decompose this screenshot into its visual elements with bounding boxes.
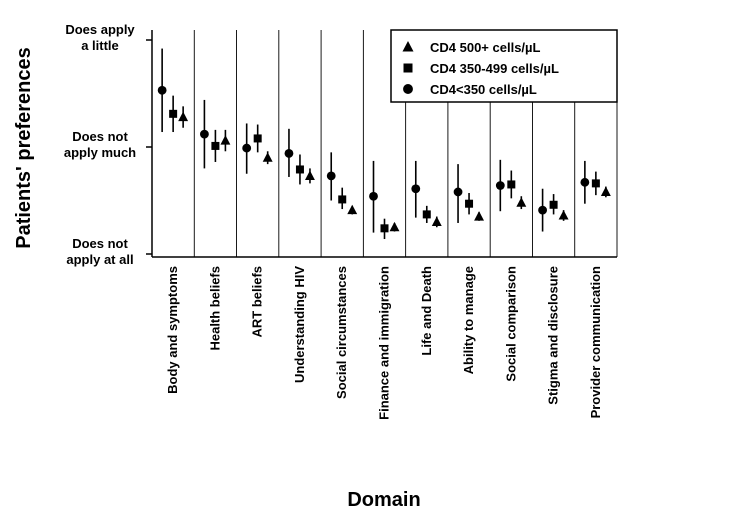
legend-box (390, 29, 618, 103)
x-axis-title: Domain (347, 489, 420, 511)
y-tick-label-line: Does not (72, 129, 128, 144)
y-tick-label-line: a little (81, 38, 119, 53)
x-tick-label: Ability to manage (461, 266, 476, 374)
data-point-square (591, 179, 600, 188)
data-point-square (549, 200, 558, 209)
data-point-circle (411, 184, 421, 194)
data-point-circle (495, 181, 505, 190)
data-point-circle (453, 187, 463, 197)
data-point-triangle (474, 211, 484, 221)
x-tick-label: Understanding HIV (292, 266, 307, 383)
data-point-square (465, 199, 474, 208)
legend-label: CD4 350-499 cells/µL (430, 61, 559, 76)
data-point-circle (284, 149, 294, 158)
data-point-square (380, 224, 389, 233)
y-tick-label: Does not apply at all (66, 236, 133, 267)
x-tick-labels: Body and symptoms Health beliefs ART belie… (165, 266, 603, 420)
data-point-square (422, 210, 431, 219)
data-point-triangle (220, 135, 231, 145)
series-triangle (178, 106, 611, 232)
x-tick-label: Health beliefs (207, 266, 222, 351)
y-tick-label-line: apply at all (66, 252, 133, 267)
series-square (169, 95, 600, 240)
data-point-square (338, 195, 347, 204)
data-point-triangle (558, 210, 569, 220)
data-point-circle (538, 205, 547, 215)
data-point-circle (326, 171, 336, 181)
x-tick-label: ART beliefs (250, 266, 265, 338)
data-point-circle (369, 191, 378, 201)
x-tick-label: Finance and immigration (377, 266, 392, 420)
data-point-square (169, 109, 178, 118)
axes (151, 30, 617, 258)
data-point-triangle (262, 152, 273, 162)
data-point-circle (242, 143, 252, 153)
legend-marker-triangle (402, 41, 414, 52)
x-tick-label: Stigma and disclosure (546, 266, 561, 405)
y-tick-label: Does apply a little (65, 22, 135, 53)
data-point-triangle (305, 170, 315, 180)
data-point-square (295, 165, 304, 174)
y-tick-label: Does not apply much (64, 129, 136, 160)
data-point-triangle (389, 221, 400, 232)
data-point-triangle (178, 111, 189, 122)
data-point-triangle (600, 186, 611, 196)
x-tick-label: Social comparison (503, 266, 518, 382)
data-point-triangle (347, 204, 358, 215)
data-point-square (507, 180, 516, 189)
y-tick-label-line: Does apply (65, 22, 135, 37)
legend-label: CD4<350 cells/µL (430, 82, 537, 97)
data-points (157, 48, 611, 240)
legend-label: CD4 500+ cells/µL (430, 40, 541, 55)
x-tick-label: Body and symptoms (165, 266, 180, 394)
x-tick-label: Social circumstances (334, 266, 349, 399)
data-point-square (253, 134, 262, 143)
legend: CD4 500+ cells/µL CD4 350-499 cells/µL CD4… (390, 29, 618, 103)
x-tick-label: Life and Death (419, 266, 434, 356)
legend-marker-square (403, 63, 413, 73)
data-point-circle (580, 177, 590, 187)
y-tick-label-line: apply much (64, 145, 136, 160)
x-tick-label: Provider communication (588, 266, 603, 418)
data-point-circle (157, 85, 167, 95)
series-circle (157, 48, 590, 233)
y-tick-label-line: Does not (72, 236, 128, 251)
data-point-triangle (516, 197, 527, 207)
data-point-square (211, 141, 220, 150)
data-point-circle (200, 129, 209, 139)
legend-marker-circle (403, 84, 413, 94)
y-axis-title: Patients' preferences (13, 47, 35, 249)
data-point-triangle (431, 216, 442, 226)
